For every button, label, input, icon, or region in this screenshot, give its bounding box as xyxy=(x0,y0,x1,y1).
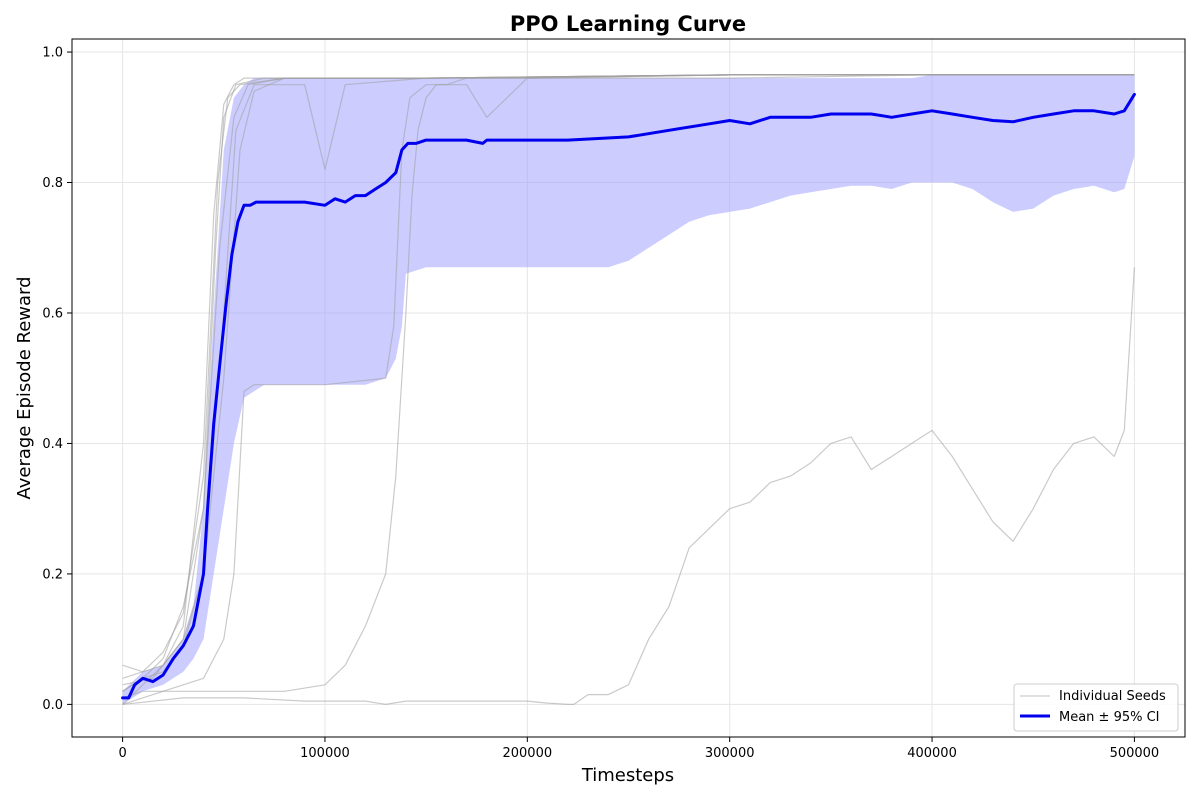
x-tick-label: 0 xyxy=(118,746,126,761)
y-tick-label: 0.6 xyxy=(42,306,63,321)
legend: Individual Seeds Mean ± 95% CI xyxy=(1013,683,1179,732)
seed-line xyxy=(122,74,1135,699)
y-axis-label: Average Episode Reward xyxy=(14,276,35,499)
seed-lines-layer xyxy=(122,74,1135,705)
seed-line xyxy=(122,74,1135,705)
x-tick-label: 500000 xyxy=(1110,746,1160,761)
x-tick-label: 200000 xyxy=(502,746,552,761)
seed-line xyxy=(122,74,1135,705)
legend-mean-label: Mean ± 95% CI xyxy=(1059,710,1160,725)
mean-line xyxy=(121,92,1136,700)
y-ticks: 0.0 0.2 0.4 0.6 0.8 1.0 xyxy=(42,46,72,713)
seed-line xyxy=(122,267,1135,705)
ci-band xyxy=(122,74,1135,705)
y-tick-label: 0.0 xyxy=(42,698,63,713)
ci-band-layer xyxy=(122,74,1135,705)
legend-box xyxy=(1013,683,1179,732)
legend-seed-label: Individual Seeds xyxy=(1059,689,1166,704)
x-tick-label: 300000 xyxy=(705,746,755,761)
plot-frame xyxy=(71,38,1186,738)
mean-line-layer xyxy=(121,92,1136,700)
x-axis-label: Timesteps xyxy=(581,765,674,786)
y-tick-label: 1.0 xyxy=(42,46,63,61)
y-tick-label: 0.2 xyxy=(42,567,63,582)
chart-title: PPO Learning Curve xyxy=(510,12,746,36)
x-tick-label: 100000 xyxy=(300,746,350,761)
y-tick-label: 0.4 xyxy=(42,437,63,452)
y-tick-label: 0.8 xyxy=(42,176,63,191)
x-ticks: 0 100000 200000 300000 400000 500000 xyxy=(118,737,1159,761)
x-tick-label: 400000 xyxy=(907,746,957,761)
